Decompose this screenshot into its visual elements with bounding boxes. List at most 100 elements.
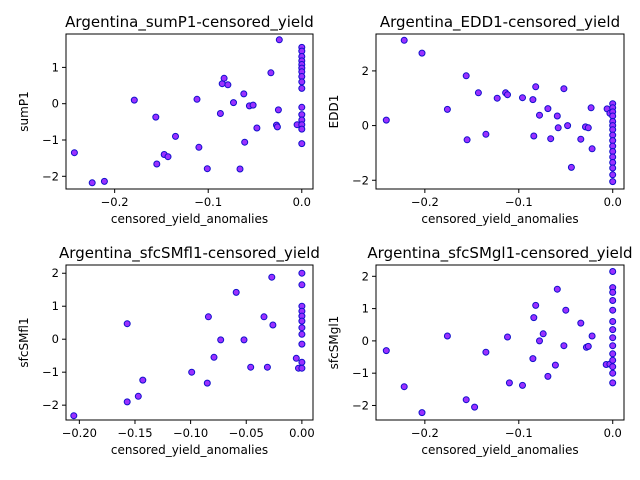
chart-panel-2: −0.2 −0.1 0.0 −2 0 2 Argentina_EDD1-censored_y…	[327, 13, 625, 226]
data-point	[153, 160, 161, 168]
data-point	[519, 381, 526, 389]
data-point	[530, 132, 538, 140]
data-point	[504, 91, 511, 99]
data-point	[139, 376, 147, 384]
data-point	[529, 355, 537, 363]
data-point	[463, 136, 471, 144]
axes-frame	[65, 264, 314, 421]
data-point	[247, 363, 255, 371]
x-tick-label: −0.2	[101, 195, 129, 209]
data-point	[609, 369, 617, 377]
data-point	[273, 123, 281, 131]
chart-panel-4: −0.2 −0.1 0.0 −2 −1 0 1 2 Argentina_sfcSMgl1-cen…	[327, 244, 633, 457]
data-point	[88, 179, 96, 187]
data-point	[462, 72, 470, 80]
data-point	[609, 164, 617, 172]
data-point	[544, 372, 552, 380]
data-point	[210, 353, 218, 361]
x-axis-label: censored_yield_anomalies	[111, 443, 268, 457]
y-tick-label: −1	[352, 366, 369, 380]
data-point	[152, 113, 160, 121]
x-tick-label: 0.00	[289, 426, 315, 440]
x-tick-label: −0.1	[505, 195, 533, 209]
data-point	[609, 342, 617, 350]
data-point	[609, 326, 617, 334]
data-point	[298, 78, 306, 86]
data-point	[400, 36, 408, 44]
data-point	[240, 90, 248, 98]
data-point	[551, 361, 559, 369]
data-point	[588, 145, 596, 153]
data-point	[418, 409, 426, 417]
data-point	[532, 83, 540, 91]
data-point	[298, 317, 306, 325]
data-point	[230, 99, 237, 107]
y-tick-label: 1	[362, 302, 369, 316]
data-point	[609, 356, 617, 364]
data-point	[267, 69, 275, 77]
data-point	[204, 313, 212, 321]
data-point	[193, 95, 201, 103]
data-point	[588, 332, 596, 340]
data-point	[462, 396, 470, 404]
x-tick-label: −0.1	[194, 195, 222, 209]
x-tick-label: −0.20	[62, 426, 97, 440]
data-point	[418, 49, 426, 57]
data-point	[292, 354, 300, 362]
data-point	[298, 84, 306, 92]
axes-frame	[375, 264, 625, 421]
data-point	[609, 379, 617, 387]
data-point	[298, 324, 306, 332]
y-tick-label: −1	[42, 133, 59, 147]
data-point	[400, 383, 408, 391]
data-point	[577, 319, 585, 327]
x-tick-label: −0.10	[173, 426, 208, 440]
data-point	[539, 330, 547, 338]
data-point	[609, 363, 617, 371]
y-axis-label: sumP1	[17, 91, 31, 131]
data-point	[505, 379, 513, 387]
data-point	[123, 320, 131, 328]
data-point	[609, 350, 617, 358]
data-point	[298, 281, 306, 289]
data-point	[504, 333, 511, 341]
y-tick-label: 0	[362, 334, 369, 348]
y-tick-label: 1	[52, 60, 59, 74]
axes-frame	[65, 33, 314, 190]
data-point	[609, 306, 617, 314]
chart-title: Argentina_sfcSMfl1-censored_yield	[59, 244, 320, 263]
y-tick-label: −2	[42, 398, 59, 412]
x-tick-label: −0.2	[411, 426, 439, 440]
x-tick-label: −0.2	[411, 195, 439, 209]
chart-panel-3: −0.20 −0.15 −0.10 −0.05 0.00 −2 −1 0 1 2Argentina…	[17, 244, 320, 457]
y-tick-label: −1	[42, 365, 59, 379]
y-axis-label: sfcSMfl1	[17, 317, 31, 367]
data-point	[560, 85, 568, 93]
data-point	[134, 392, 142, 400]
data-point	[298, 364, 306, 372]
data-point	[553, 285, 561, 293]
y-tick-label: −2	[42, 169, 59, 183]
axes-frame	[375, 33, 625, 190]
data-point	[474, 89, 482, 97]
data-point	[263, 363, 271, 371]
y-axis-label: EDD1	[327, 95, 341, 129]
data-point	[560, 342, 568, 350]
data-point	[130, 96, 138, 104]
data-point	[274, 106, 282, 114]
data-point	[220, 74, 228, 82]
data-point	[382, 347, 390, 355]
data-point	[260, 313, 268, 321]
data-point	[493, 94, 501, 102]
y-tick-label: 2	[52, 266, 59, 280]
data-point	[530, 314, 538, 322]
data-point	[584, 342, 592, 350]
x-axis-label: censored_yield_anomalies	[111, 212, 268, 226]
y-tick-label: 0	[362, 119, 369, 133]
data-point	[241, 138, 249, 146]
data-point	[529, 96, 537, 104]
data-point	[275, 36, 283, 44]
x-tick-label: 0.0	[604, 195, 622, 209]
y-tick-label: −2	[352, 398, 369, 412]
y-tick-label: 0	[52, 332, 59, 346]
